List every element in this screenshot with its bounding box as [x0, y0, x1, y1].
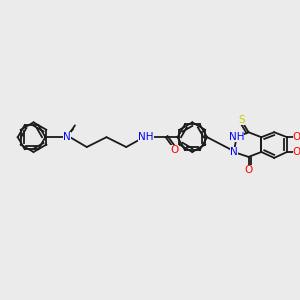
- Text: NH: NH: [229, 132, 244, 142]
- Text: O: O: [293, 147, 300, 157]
- Text: S: S: [238, 116, 245, 125]
- Text: O: O: [170, 145, 179, 155]
- Text: N: N: [63, 132, 71, 142]
- Text: O: O: [293, 132, 300, 142]
- Text: O: O: [244, 165, 253, 175]
- Text: NH: NH: [138, 132, 154, 142]
- Text: N: N: [230, 147, 238, 157]
